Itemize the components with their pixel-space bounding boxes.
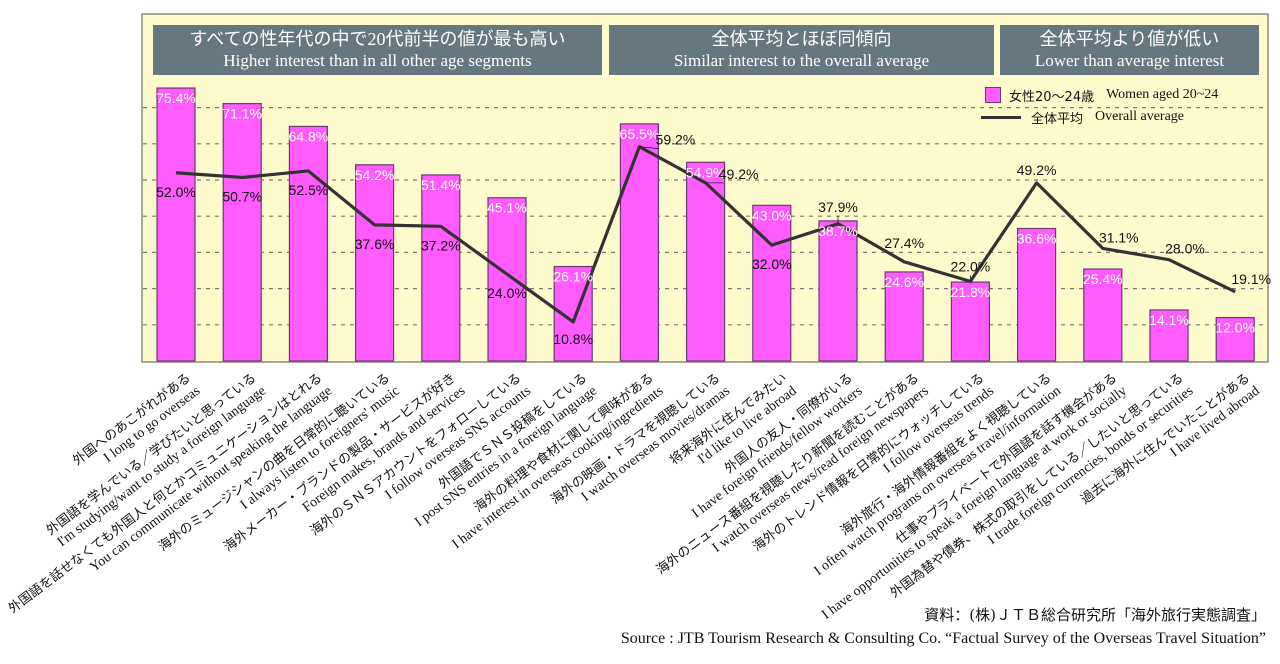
line-label-6: 10.8% [553, 331, 593, 347]
bar-13 [1016, 227, 1057, 362]
line-label-14: 31.1% [1099, 229, 1139, 245]
source-en: Source : JTB Tourism Research & Consulti… [620, 630, 1266, 647]
group-header-similar-jp: 全体平均とほぼ同傾向 [711, 29, 892, 49]
bars [156, 87, 1255, 362]
line-label-10: 37.9% [818, 199, 858, 215]
bar-label-2: 64.8% [289, 128, 329, 144]
bar-11 [884, 271, 924, 362]
legend: 女性20～24歳 Women aged 20~24 全体平均 Overall a… [981, 84, 1218, 128]
line-label-4: 37.2% [421, 237, 461, 253]
bar-label-6: 26.1% [553, 269, 593, 285]
bar-label-3: 54.2% [355, 167, 395, 183]
group-header-higher-en: Higher interest than in all other age se… [223, 51, 532, 70]
line-label-12: 22.0% [951, 258, 991, 274]
bar-label-4: 51.4% [421, 177, 461, 193]
bar-label-16: 12.0% [1215, 320, 1255, 336]
bar-label-0: 75.4% [156, 90, 196, 106]
line-label-2: 52.5% [289, 182, 329, 198]
source-jp: 資料：(株)ＪＴＢ総合研究所「海外旅行実態調査」 [924, 606, 1266, 624]
legend-bar-label-jp: 女性20～24歳 [1009, 89, 1095, 105]
bar-4 [421, 174, 461, 362]
bar-label-15: 14.1% [1149, 312, 1189, 328]
data-labels: 75.4% 71.1% 64.8% 54.2% 51.4% 45.1% 26.1% 65.5%… [156, 90, 1271, 347]
line-label-3: 37.6% [355, 236, 395, 252]
bar-16 [1215, 316, 1255, 362]
legend-bar-label-en: Women aged 20~24 [1106, 87, 1219, 102]
bar-14 [1083, 268, 1123, 362]
line-label-13: 49.2% [1017, 162, 1057, 178]
bar-0 [156, 87, 196, 362]
group-header-similar: 全体平均とほぼ同傾向 Similar interest to the overa… [609, 25, 994, 75]
bar-label-12: 21.8% [951, 284, 991, 300]
line-label-8: 49.2% [719, 166, 759, 182]
line-label-5: 24.0% [487, 285, 527, 301]
bar-3 [355, 164, 395, 362]
bar-label-5: 45.1% [487, 200, 527, 216]
group-header-lower: 全体平均より値が低い Lower than average interest [1000, 25, 1259, 75]
line-label-0: 52.0% [156, 184, 196, 200]
group-header-higher-jp: すべての性年代の中で20代前半の値が最も高い [189, 29, 566, 49]
bar-15 [1149, 309, 1189, 362]
group-header-lower-jp: 全体平均より値が低い [1039, 29, 1220, 49]
group-header-similar-en: Similar interest to the overall average [673, 51, 930, 70]
bar-8 [685, 161, 726, 362]
bar-label-14: 25.4% [1083, 271, 1123, 287]
bar-5 [487, 197, 527, 362]
line-label-7: 59.2% [656, 132, 696, 148]
legend-item-line: 全体平均 Overall average [981, 106, 1218, 128]
bar-label-10: 38.7% [818, 223, 858, 239]
group-header-lower-en: Lower than average interest [1034, 51, 1225, 70]
bar-9 [752, 204, 792, 362]
legend-item-bar: 女性20～24歳 Women aged 20~24 [985, 84, 1218, 106]
legend-line-label-en: Overall average [1095, 109, 1185, 124]
group-header-higher: すべての性年代の中で20代前半の値が最も高い Higher interest t… [153, 25, 602, 75]
bar-label-8: 54.9% [686, 164, 726, 180]
bar-label-9: 43.0% [752, 207, 792, 223]
bar-label-11: 24.6% [884, 274, 924, 290]
bar-7 [619, 123, 660, 362]
bar-label-1: 71.1% [222, 106, 262, 122]
bar-label-13: 36.6% [1017, 231, 1057, 247]
line-label-leader-7 [639, 146, 660, 150]
bar-label-7: 65.5% [620, 126, 660, 142]
legend-bar-swatch [985, 87, 1001, 103]
line-label-15: 28.0% [1165, 241, 1205, 257]
legend-line-label-jp: 全体平均 [1031, 111, 1084, 127]
line-label-11: 27.4% [884, 235, 924, 251]
bar-10 [818, 220, 858, 362]
line-label-16: 19.1% [1231, 271, 1271, 287]
bar-2 [288, 125, 328, 362]
legend-line-swatch [981, 115, 1021, 119]
bar-1 [222, 103, 262, 362]
line-label-1: 50.7% [222, 188, 262, 204]
line-label-9: 32.0% [752, 256, 792, 272]
